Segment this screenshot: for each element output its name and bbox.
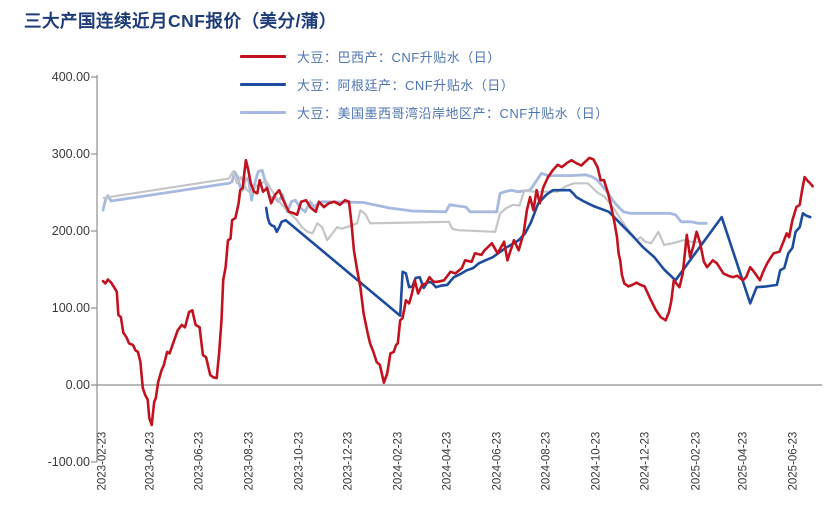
legend-swatch <box>240 83 286 86</box>
legend-item-0: 大豆：巴西产：CNF升贴水（日） <box>240 47 609 66</box>
series-line <box>101 168 708 225</box>
x-tick-label: 2023-02-23 <box>96 431 109 491</box>
x-tick-label: 2024-10-23 <box>590 431 603 491</box>
x-tick-label: 2023-10-23 <box>293 431 305 491</box>
x-tick-label: 2024-06-23 <box>491 431 504 491</box>
legend-label: 大豆：巴西产：CNF升贴水（日） <box>297 50 501 65</box>
x-tick-label: 2025-04-23 <box>737 431 750 491</box>
y-tick-label: 0.00 <box>65 378 90 392</box>
legend-label: 大豆：美国墨西哥湾沿岸地区产：CNF升贴水（日） <box>297 106 609 121</box>
legend-swatch <box>240 55 286 58</box>
x-tick-label: 2024-08-23 <box>540 431 553 491</box>
y-tick-label: 300.00 <box>51 147 90 161</box>
y-tick-label: 400.00 <box>51 70 90 84</box>
legend: 大豆：巴西产：CNF升贴水（日） 大豆：阿根廷产：CNF升贴水（日） 大豆：美国墨西… <box>240 47 609 122</box>
x-tick-label: 2024-12-23 <box>639 431 652 491</box>
x-tick-label: 2024-02-23 <box>392 431 405 491</box>
chart-title: 三大产国连续近月CNF报价（美分/蒲） <box>24 11 337 31</box>
legend-item-1: 大豆：阿根廷产：CNF升贴水（日） <box>240 75 609 94</box>
x-tick-label: 2023-12-23 <box>342 431 355 491</box>
legend-swatch <box>240 111 286 114</box>
legend-item-2: 大豆：美国墨西哥湾沿岸地区产：CNF升贴水（日） <box>240 103 609 122</box>
y-tick-label: -100.00 <box>47 455 90 469</box>
x-tick-label: 2023-08-23 <box>243 431 256 491</box>
y-tick-label: 200.00 <box>51 224 90 238</box>
series-line <box>102 170 703 246</box>
legend-label: 大豆：阿根廷产：CNF升贴水（日） <box>297 78 515 93</box>
x-tick-label: 2025-06-23 <box>787 431 800 491</box>
x-tick-label: 2023-04-23 <box>144 431 157 491</box>
x-tick-label: 2025-02-23 <box>690 431 703 491</box>
series-line <box>264 188 812 318</box>
y-tick-label: 100.00 <box>51 301 90 315</box>
x-tick-label: 2024-04-23 <box>441 431 454 491</box>
x-tick-label: 2023-06-23 <box>193 431 206 491</box>
series-line <box>101 156 815 427</box>
